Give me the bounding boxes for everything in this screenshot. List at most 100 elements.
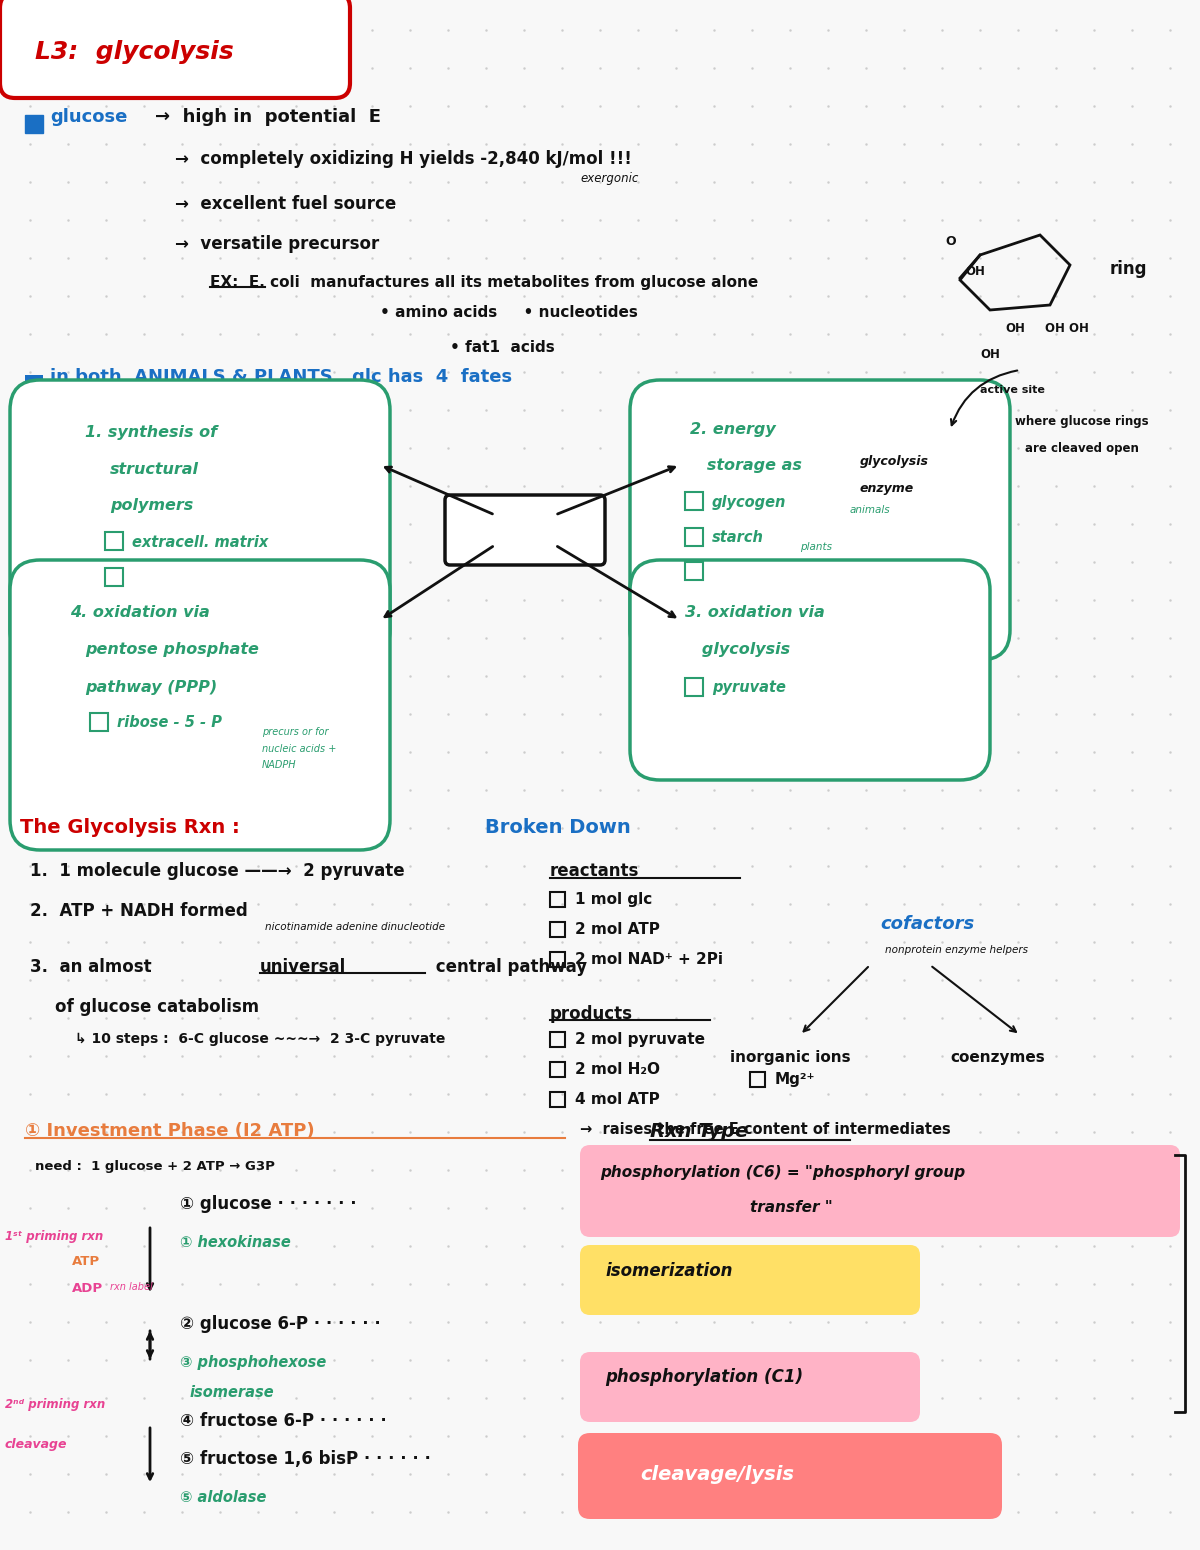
- Text: OH: OH: [965, 265, 985, 277]
- Text: 2.  ATP + NADH formed: 2. ATP + NADH formed: [30, 902, 247, 921]
- Text: Broken Down: Broken Down: [485, 818, 631, 837]
- Text: 1. synthesis of: 1. synthesis of: [85, 425, 217, 440]
- Text: ① Investment Phase (I2 ATP): ① Investment Phase (I2 ATP): [25, 1122, 314, 1139]
- Text: OH OH: OH OH: [1045, 322, 1088, 335]
- Text: →  excellent fuel source: → excellent fuel source: [175, 195, 396, 212]
- Text: isomerization: isomerization: [605, 1262, 732, 1280]
- Text: sucrose: sucrose: [712, 566, 775, 580]
- Text: ADP: ADP: [72, 1282, 103, 1294]
- FancyBboxPatch shape: [445, 494, 605, 566]
- Text: 1ˢᵗ priming rxn: 1ˢᵗ priming rxn: [5, 1231, 103, 1243]
- Text: coenzymes: coenzymes: [950, 1049, 1045, 1065]
- Text: where glucose rings: where glucose rings: [1015, 415, 1148, 428]
- Text: Mg²⁺: Mg²⁺: [775, 1073, 816, 1087]
- Bar: [685, 563, 703, 580]
- Text: →  versatile precursor: → versatile precursor: [175, 236, 379, 253]
- Text: OH: OH: [980, 349, 1000, 361]
- Bar: [90, 713, 108, 732]
- Text: nicotinamide adenine dinucleotide: nicotinamide adenine dinucleotide: [265, 922, 445, 932]
- Text: 2 mol H₂O: 2 mol H₂O: [575, 1062, 660, 1077]
- FancyBboxPatch shape: [578, 1434, 1002, 1519]
- Text: animals: animals: [850, 505, 890, 515]
- Text: plants: plants: [286, 597, 317, 606]
- Text: precurs or for: precurs or for: [262, 727, 329, 736]
- Bar: [25, 375, 43, 394]
- Text: phosphorylation (C1): phosphorylation (C1): [605, 1369, 803, 1386]
- Text: nonprotein enzyme helpers: nonprotein enzyme helpers: [886, 946, 1028, 955]
- Text: in both  ANIMALS & PLANTS,  glc has  4  fates: in both ANIMALS & PLANTS, glc has 4 fate…: [50, 367, 512, 386]
- Text: inorganic ions: inorganic ions: [730, 1049, 851, 1065]
- Text: reactants: reactants: [550, 862, 640, 880]
- FancyBboxPatch shape: [580, 1352, 920, 1421]
- Text: OH: OH: [1006, 322, 1025, 335]
- Text: are cleaved open: are cleaved open: [1025, 442, 1139, 456]
- Text: 3. oxidation via: 3. oxidation via: [685, 604, 824, 620]
- Text: ② glucose 6-P · · · · · ·: ② glucose 6-P · · · · · ·: [180, 1314, 380, 1333]
- Bar: [550, 1032, 565, 1046]
- Text: 2 mol NAD⁺ + 2Pi: 2 mol NAD⁺ + 2Pi: [575, 952, 722, 967]
- FancyBboxPatch shape: [0, 0, 350, 98]
- Text: ⑤ aldolase: ⑤ aldolase: [180, 1490, 266, 1505]
- Text: ① hexokinase: ① hexokinase: [180, 1235, 290, 1249]
- Text: of glucose catabolism: of glucose catabolism: [55, 998, 259, 1015]
- Text: NADPH: NADPH: [262, 760, 296, 770]
- Text: 2 mol pyruvate: 2 mol pyruvate: [575, 1032, 706, 1046]
- FancyBboxPatch shape: [10, 380, 390, 660]
- Text: need :  1 glucose + 2 ATP → G3P: need : 1 glucose + 2 ATP → G3P: [35, 1159, 275, 1173]
- Text: ① glucose · · · · · · ·: ① glucose · · · · · · ·: [180, 1195, 356, 1214]
- FancyBboxPatch shape: [630, 560, 990, 780]
- Text: nucleic acids +: nucleic acids +: [262, 744, 336, 753]
- Text: • fat1  acids: • fat1 acids: [450, 339, 554, 355]
- Text: →  high in  potential  E: → high in potential E: [155, 109, 382, 126]
- Text: enzyme: enzyme: [860, 482, 914, 494]
- Bar: [685, 529, 703, 546]
- Text: pentose phosphate: pentose phosphate: [85, 642, 259, 657]
- Text: ATP: ATP: [72, 1256, 100, 1268]
- Bar: [685, 491, 703, 510]
- Text: ↳ 10 steps :  6-C glucose ~~~→  2 3-C pyruvate: ↳ 10 steps : 6-C glucose ~~~→ 2 3-C pyru…: [74, 1032, 445, 1046]
- FancyBboxPatch shape: [580, 1245, 920, 1314]
- Text: cell wall polys.: cell wall polys.: [132, 570, 253, 584]
- Text: 2 mol ATP: 2 mol ATP: [575, 922, 660, 938]
- Text: glucose: glucose: [50, 109, 127, 126]
- Text: cleavage/lysis: cleavage/lysis: [640, 1465, 794, 1483]
- Text: L3:  glycolysis: L3: glycolysis: [35, 40, 234, 64]
- Text: rxn label: rxn label: [110, 1282, 152, 1293]
- Text: glycolysis: glycolysis: [860, 456, 929, 468]
- Text: transfer ": transfer ": [750, 1200, 833, 1215]
- Text: →  raises the free E content of intermediates: → raises the free E content of intermedi…: [580, 1122, 950, 1138]
- Bar: [25, 115, 43, 133]
- Bar: [106, 567, 124, 586]
- Text: ④ fructose 6-P · · · · · ·: ④ fructose 6-P · · · · · ·: [180, 1412, 386, 1431]
- Bar: [550, 922, 565, 938]
- Text: universal: universal: [260, 958, 347, 976]
- Text: The Glycolysis Rxn :: The Glycolysis Rxn :: [20, 818, 240, 837]
- Text: cleavage: cleavage: [5, 1438, 67, 1451]
- Text: EX:  E. coli  manufactures all its metabolites from glucose alone: EX: E. coli manufactures all its metabol…: [210, 274, 758, 290]
- Text: exergonic: exergonic: [580, 172, 638, 184]
- Text: glycolysis: glycolysis: [685, 642, 790, 657]
- Text: polymers: polymers: [110, 498, 193, 513]
- Text: glycogen: glycogen: [712, 494, 786, 510]
- Text: 4 mol ATP: 4 mol ATP: [575, 1093, 660, 1107]
- Bar: [550, 1062, 565, 1077]
- Text: active site: active site: [980, 384, 1045, 395]
- Text: ribose - 5 - P: ribose - 5 - P: [118, 715, 222, 730]
- Text: structural: structural: [110, 462, 199, 477]
- Text: ⑤ fructose 1,6 bisP · · · · · ·: ⑤ fructose 1,6 bisP · · · · · ·: [180, 1449, 431, 1468]
- Text: plants: plants: [800, 542, 832, 552]
- Text: phosphorylation (C6) = "phosphoryl group: phosphorylation (C6) = "phosphoryl group: [600, 1166, 965, 1180]
- Text: extracell. matrix: extracell. matrix: [132, 535, 269, 550]
- Text: isomerase: isomerase: [190, 1386, 275, 1400]
- Text: Rxn Type: Rxn Type: [650, 1122, 749, 1141]
- Text: storage as: storage as: [690, 457, 802, 473]
- FancyBboxPatch shape: [630, 380, 1010, 660]
- Text: 1.  1 molecule glucose ——→  2 pyruvate: 1. 1 molecule glucose ——→ 2 pyruvate: [30, 862, 404, 880]
- FancyBboxPatch shape: [580, 1145, 1180, 1237]
- Bar: [550, 891, 565, 907]
- Text: 4. oxidation via: 4. oxidation via: [70, 604, 210, 620]
- Text: 2. energy: 2. energy: [690, 422, 775, 437]
- Text: pyruvate: pyruvate: [712, 680, 786, 694]
- Text: →  completely oxidizing H yields -2,840 kJ/mol !!!: → completely oxidizing H yields -2,840 k…: [175, 150, 632, 167]
- Text: 2ⁿᵈ priming rxn: 2ⁿᵈ priming rxn: [5, 1398, 106, 1411]
